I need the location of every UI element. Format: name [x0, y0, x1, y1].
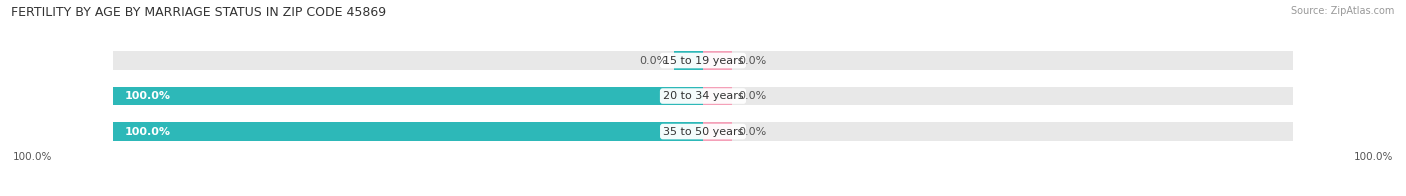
- Text: 20 to 34 years: 20 to 34 years: [662, 91, 744, 101]
- Bar: [703, 87, 733, 105]
- Bar: [703, 51, 733, 70]
- Bar: [114, 122, 1292, 141]
- Text: 100.0%: 100.0%: [125, 91, 172, 101]
- Text: Source: ZipAtlas.com: Source: ZipAtlas.com: [1291, 6, 1395, 16]
- Text: 0.0%: 0.0%: [640, 55, 668, 65]
- Bar: [114, 51, 1292, 70]
- Text: 100.0%: 100.0%: [125, 127, 172, 137]
- Text: FERTILITY BY AGE BY MARRIAGE STATUS IN ZIP CODE 45869: FERTILITY BY AGE BY MARRIAGE STATUS IN Z…: [11, 6, 387, 19]
- Text: 100.0%: 100.0%: [13, 152, 52, 162]
- Bar: [114, 87, 1292, 105]
- Text: 100.0%: 100.0%: [1354, 152, 1393, 162]
- Text: 0.0%: 0.0%: [738, 55, 766, 65]
- Text: 35 to 50 years: 35 to 50 years: [662, 127, 744, 137]
- Bar: [114, 87, 703, 105]
- Bar: [673, 51, 703, 70]
- Text: 15 to 19 years: 15 to 19 years: [662, 55, 744, 65]
- Bar: [114, 122, 703, 141]
- Text: 0.0%: 0.0%: [738, 91, 766, 101]
- Bar: [703, 122, 733, 141]
- Text: 0.0%: 0.0%: [738, 127, 766, 137]
